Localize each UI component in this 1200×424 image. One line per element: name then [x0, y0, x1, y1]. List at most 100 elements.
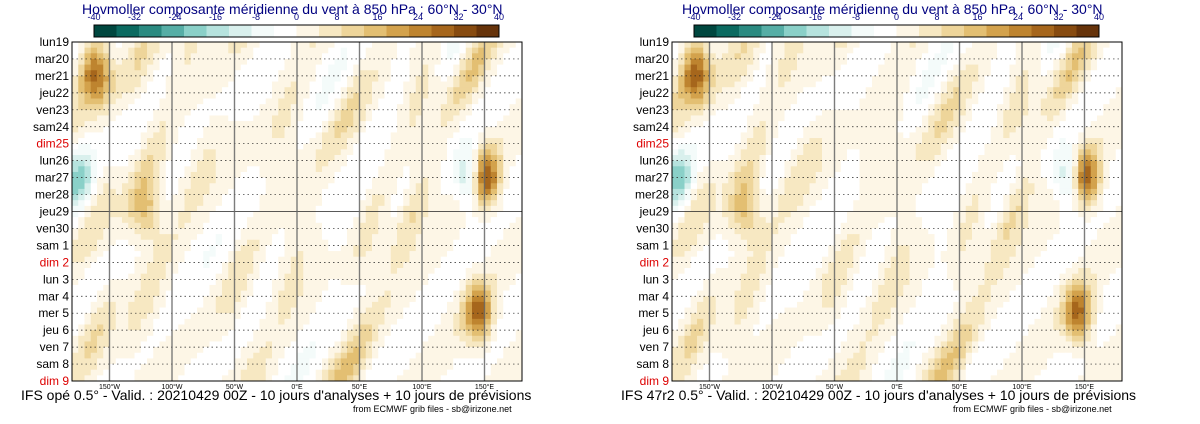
heatmap-cell: [265, 171, 273, 178]
heatmap-cell: [353, 330, 360, 337]
heatmap-cell: [353, 262, 360, 269]
heatmap-cell: [253, 160, 260, 167]
heatmap-cell: [97, 205, 104, 212]
heatmap-cell: [884, 58, 892, 65]
heatmap-cell: [453, 296, 460, 303]
heatmap-cell: [384, 273, 392, 280]
heatmap-cell: [253, 53, 260, 60]
heatmap-cell: [190, 318, 198, 325]
heatmap-cell: [172, 375, 179, 382]
heatmap-cell: [209, 352, 217, 359]
heatmap-cell: [434, 194, 442, 201]
heatmap-cell: [865, 58, 873, 65]
heatmap-cell: [365, 375, 373, 382]
heatmap-cell: [465, 245, 473, 252]
heatmap-cell: [140, 330, 148, 337]
heatmap-cell: [84, 126, 92, 133]
heatmap-cell: [222, 98, 229, 105]
heatmap-cell: [409, 132, 417, 139]
heatmap-cell: [503, 138, 510, 145]
heatmap-cell: [97, 98, 104, 105]
heatmap-cell: [997, 70, 1004, 77]
heatmap-cell: [265, 217, 273, 224]
heatmap-cell: [140, 70, 148, 77]
heatmap-cell: [847, 81, 854, 88]
heatmap-cell: [428, 138, 435, 145]
heatmap-cell: [203, 217, 210, 224]
heatmap-cell: [228, 341, 235, 348]
heatmap-cell: [359, 358, 367, 365]
heatmap-cell: [303, 64, 310, 71]
heatmap-cell: [109, 200, 117, 207]
heatmap-cell: [222, 296, 229, 303]
heatmap-cell: [284, 256, 292, 263]
colorbar-swatch: [139, 25, 162, 37]
heatmap-cell: [72, 64, 79, 71]
heatmap-cell: [253, 200, 260, 207]
heatmap-cell: [72, 245, 79, 252]
heatmap-cell: [459, 296, 467, 303]
heatmap-cell: [428, 256, 435, 263]
heatmap-cell: [415, 132, 423, 139]
heatmap-cell: [447, 143, 454, 150]
heatmap-cell: [265, 42, 273, 49]
heatmap-cell: [503, 284, 510, 291]
heatmap-cell: [447, 324, 454, 331]
heatmap-cell: [122, 138, 129, 145]
heatmap-cell: [440, 109, 448, 116]
heatmap-cell: [822, 81, 829, 88]
heatmap-cell: [878, 58, 885, 65]
heatmap-cell: [340, 115, 348, 122]
heatmap-cell: [503, 335, 510, 342]
heatmap-cell: [309, 109, 317, 116]
heatmap-cell: [434, 47, 442, 54]
heatmap-cell: [328, 75, 335, 82]
heatmap-cell: [897, 70, 904, 77]
heatmap-cell: [140, 155, 148, 162]
heatmap-cell: [490, 335, 498, 342]
heatmap-cell: [159, 92, 167, 99]
heatmap-cell: [197, 273, 204, 280]
heatmap-cell: [278, 155, 285, 162]
heatmap-cell: [340, 171, 348, 178]
heatmap-cell: [422, 239, 429, 246]
heatmap-cell: [415, 330, 423, 337]
heatmap-cell: [97, 301, 104, 308]
heatmap-cell: [103, 335, 110, 342]
heatmap-cell: [378, 109, 385, 116]
heatmap-cell: [228, 53, 235, 60]
heatmap-cell: [840, 81, 848, 88]
heatmap-cell: [209, 335, 217, 342]
heatmap-cell: [84, 318, 92, 325]
heatmap-cell: [234, 375, 242, 382]
heatmap-cell: [153, 284, 160, 291]
heatmap-cell: [203, 188, 210, 195]
heatmap-cell: [372, 143, 379, 150]
heatmap-cell: [1022, 75, 1029, 82]
heatmap-cell: [1084, 42, 1092, 49]
heatmap-cell: [322, 341, 329, 348]
heatmap-cell: [184, 268, 192, 275]
heatmap-cell: [340, 98, 348, 105]
heatmap-cell: [315, 194, 323, 201]
heatmap-cell: [403, 171, 410, 178]
heatmap-cell: [372, 239, 379, 246]
heatmap-cell: [453, 273, 460, 280]
heatmap-cell: [509, 211, 517, 218]
heatmap-cell: [472, 205, 479, 212]
colorbar-swatch: [94, 25, 117, 37]
heatmap-cell: [472, 194, 479, 201]
heatmap-cell: [90, 160, 98, 167]
heatmap-cell: [972, 75, 979, 82]
heatmap-cell: [203, 115, 210, 122]
heatmap-cell: [915, 70, 923, 77]
heatmap-cell: [459, 64, 467, 71]
colorbar-tick-label: 24: [1013, 12, 1023, 22]
heatmap-cell: [803, 58, 810, 65]
heatmap-cell: [340, 205, 348, 212]
heatmap-cell: [390, 205, 398, 212]
heatmap-cell: [178, 364, 185, 371]
heatmap-cell: [478, 234, 485, 241]
heatmap-cell: [515, 222, 523, 229]
heatmap-cell: [72, 177, 79, 184]
